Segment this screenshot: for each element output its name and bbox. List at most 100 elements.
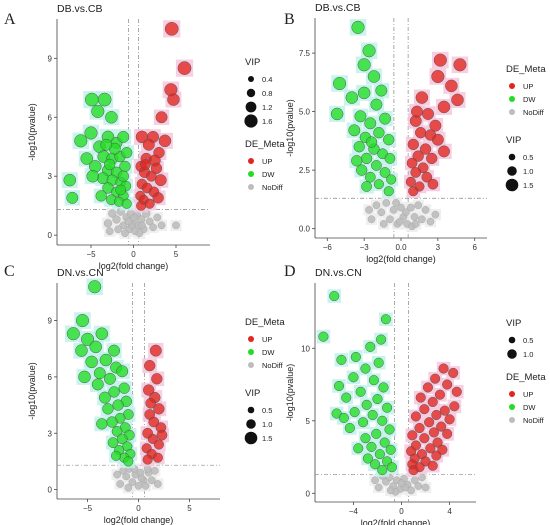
- data-point: [130, 213, 139, 222]
- volcano-panel-c: C DN.vs.CN −5 0 5 0 3 6 9 log2(fold change) -log10…: [4, 263, 285, 525]
- y-tick-label: 7.5: [299, 49, 311, 58]
- data-point: [349, 407, 360, 418]
- data-point: [415, 91, 429, 104]
- data-point: [365, 136, 378, 148]
- data-point: [75, 314, 90, 328]
- y-tick-label: 0: [48, 231, 53, 240]
- data-point: [112, 399, 124, 411]
- data-point: [105, 227, 114, 236]
- y-tick-label: 10: [301, 344, 310, 353]
- data-point: [105, 111, 118, 124]
- x-axis-label: log2(fold change): [361, 518, 431, 525]
- data-point: [351, 155, 363, 167]
- meta-legend-label: NoDiff: [523, 108, 545, 117]
- data-point: [122, 472, 131, 481]
- data-point: [354, 110, 367, 123]
- x-tick-label: −5: [86, 250, 96, 259]
- data-point: [318, 331, 329, 342]
- data-point: [329, 291, 340, 302]
- data-point: [336, 354, 347, 365]
- data-point: [425, 443, 436, 454]
- data-point: [410, 411, 421, 422]
- data-point: [116, 365, 129, 378]
- data-point: [136, 200, 147, 211]
- data-point: [439, 405, 450, 416]
- data-point: [123, 456, 134, 467]
- vip-legend-symbol: [508, 153, 516, 161]
- data-point: [357, 58, 371, 72]
- data-point: [370, 459, 381, 470]
- data-point: [384, 153, 396, 164]
- chart-title: DB.vs.CB: [315, 2, 361, 14]
- meta-legend-symbol: [248, 184, 254, 190]
- data-point: [449, 401, 460, 412]
- x-tick-label: −3: [360, 243, 370, 252]
- data-point: [383, 186, 394, 197]
- data-point: [384, 424, 395, 435]
- data-point: [116, 433, 128, 445]
- vip-legend-symbol: [507, 166, 517, 176]
- x-axis-label: log2(fold change): [99, 261, 169, 271]
- data-point: [98, 391, 111, 404]
- data-point: [358, 417, 369, 428]
- data-point: [156, 429, 168, 441]
- data-point: [370, 98, 383, 111]
- data-point: [371, 160, 382, 171]
- data-point: [419, 143, 432, 155]
- data-point: [364, 171, 376, 183]
- meta-legend-symbol: [509, 109, 515, 115]
- x-tick-label: 0: [131, 250, 136, 259]
- vip-legend-label: 0.4: [262, 75, 272, 84]
- data-point: [151, 373, 163, 385]
- series-nodiff: [111, 463, 164, 494]
- data-point: [426, 152, 438, 165]
- data-point: [157, 221, 166, 230]
- vip-legend-symbol: [507, 349, 517, 359]
- data-point: [430, 373, 441, 384]
- data-point: [177, 61, 192, 75]
- data-point: [111, 426, 123, 437]
- data-point: [451, 93, 464, 107]
- data-point: [372, 201, 381, 210]
- data-point: [429, 119, 442, 132]
- data-point: [353, 141, 365, 153]
- vip-legend-title: VIP: [245, 388, 260, 399]
- data-point: [353, 443, 364, 454]
- meta-legend-label: UP: [262, 157, 272, 166]
- meta-legend-title: DE_Meta: [506, 372, 546, 383]
- data-point: [410, 213, 419, 221]
- data-point: [167, 93, 180, 106]
- data-point: [103, 219, 113, 228]
- data-point: [365, 341, 376, 352]
- data-point: [428, 427, 439, 438]
- data-point: [386, 486, 395, 495]
- series-up: [133, 20, 194, 213]
- data-point: [84, 126, 98, 140]
- data-point: [408, 465, 419, 476]
- data-point: [379, 437, 390, 448]
- x-axis-label: log2(fold change): [366, 254, 436, 264]
- data-point: [414, 422, 425, 434]
- data-point: [74, 134, 88, 148]
- series-dw: [65, 278, 138, 469]
- vip-legend-title: VIP: [506, 135, 521, 146]
- series-nodiff: [102, 205, 182, 239]
- x-tick-label: 5: [187, 504, 192, 513]
- data-point: [124, 483, 133, 492]
- data-point: [138, 221, 146, 230]
- data-point: [338, 412, 349, 423]
- data-point: [427, 460, 438, 471]
- data-point: [436, 421, 447, 432]
- data-point: [135, 229, 144, 238]
- meta-legend-title: DE_Meta: [506, 64, 546, 75]
- data-point: [140, 159, 151, 170]
- data-point: [386, 174, 397, 185]
- vip-legend-symbol: [248, 76, 254, 82]
- data-point: [112, 215, 121, 224]
- data-point: [382, 402, 393, 413]
- data-point: [448, 367, 459, 378]
- data-point: [119, 160, 131, 173]
- vip-legend-symbol: [246, 419, 256, 429]
- meta-legend-symbol: [248, 158, 254, 164]
- vip-legend-title: VIP: [506, 318, 521, 329]
